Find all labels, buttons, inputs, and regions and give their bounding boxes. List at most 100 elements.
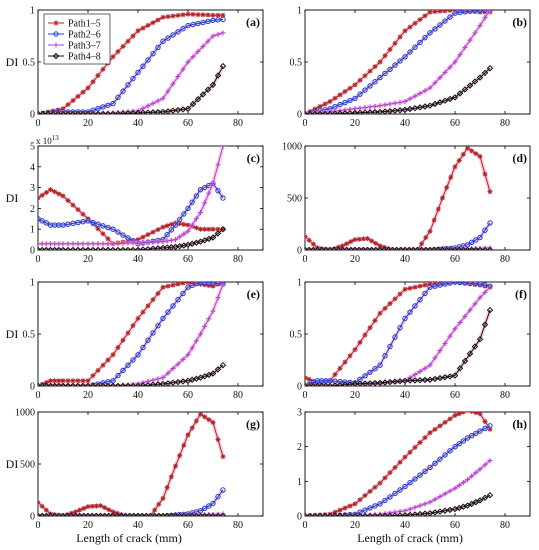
data-point [125,82,131,88]
data-point [407,96,413,102]
data-point [386,512,394,516]
data-point [465,477,470,483]
data-point [94,382,102,386]
data-point [412,504,418,510]
data-point [432,10,438,15]
x-tick-label: 0 [303,520,308,531]
data-point [444,185,450,191]
x-tick-label: 80 [500,254,510,265]
data-point [422,34,428,41]
data-point [305,233,308,239]
data-point [206,316,212,322]
data-point [140,240,146,246]
data-point [110,352,116,358]
data-point [416,510,424,516]
legend-entry: Path4–8 [68,52,101,63]
data-point [204,86,212,93]
data-point [427,464,433,471]
data-point [38,512,42,516]
data-point [368,246,375,250]
series-group [38,146,227,250]
data-point [361,109,369,114]
data-point [202,414,208,420]
data-point [472,301,478,307]
x-tick-label: 80 [233,254,243,265]
x-tick-label: 80 [500,390,510,401]
panel-b: 0 20 40 60 80 0 0.5 1 (b) [290,6,531,129]
data-point [169,379,177,386]
data-point [180,356,186,362]
data-point [155,376,161,382]
data-point [165,309,171,315]
data-point [219,225,227,233]
data-point [402,286,408,292]
data-point [105,236,111,242]
data-point [175,282,181,287]
data-point [460,412,466,415]
series-group [305,146,494,250]
data-point [465,412,470,413]
data-point [94,246,102,250]
series-path4-8 [38,361,227,386]
data-point [154,381,162,386]
data-point [140,309,146,315]
data-point [38,110,42,114]
data-point [170,32,176,38]
data-point [75,219,81,226]
data-point [366,109,374,114]
data-point [318,382,325,386]
data-point [466,350,474,357]
data-point [69,382,77,386]
series-line [38,413,224,516]
data-point [422,282,428,288]
data-point [355,246,363,250]
data-point [77,507,83,513]
data-point [95,241,101,247]
data-point [391,512,399,516]
data-point [352,82,358,88]
data-point [181,211,187,217]
panel-g: 0 20 40 60 80 0 500 1000 DI (g) [6,408,264,531]
data-point [164,238,170,244]
data-point [332,509,338,515]
x-tick-label: 80 [500,118,510,129]
data-point [477,466,483,472]
data-point [442,491,448,497]
data-point [412,372,418,378]
data-point [377,103,383,109]
data-point [165,283,171,289]
data-point [85,504,91,510]
data-point [472,282,478,287]
data-point [362,105,368,111]
data-point [39,503,45,509]
x-tick-label: 80 [233,118,243,129]
data-point [462,313,468,319]
data-point [193,225,199,231]
data-point [347,353,353,359]
data-point [389,246,396,250]
data-point [422,501,428,507]
data-point [412,303,418,309]
data-point [331,110,339,114]
data-point [201,505,208,512]
data-point [412,444,418,450]
data-point [356,109,364,114]
data-point [51,246,58,250]
data-point [43,189,49,195]
data-point [382,475,388,481]
data-point [442,419,448,425]
data-point [347,97,353,104]
data-point [206,282,212,288]
data-point [155,227,161,233]
data-point [452,282,458,285]
data-point [124,110,132,114]
data-point [432,80,438,86]
data-point [482,15,488,21]
data-point [74,110,82,114]
data-point [382,497,388,504]
data-point [150,330,156,336]
data-point [423,235,429,241]
data-point [90,373,96,379]
data-point [382,102,388,108]
data-point [402,54,408,60]
